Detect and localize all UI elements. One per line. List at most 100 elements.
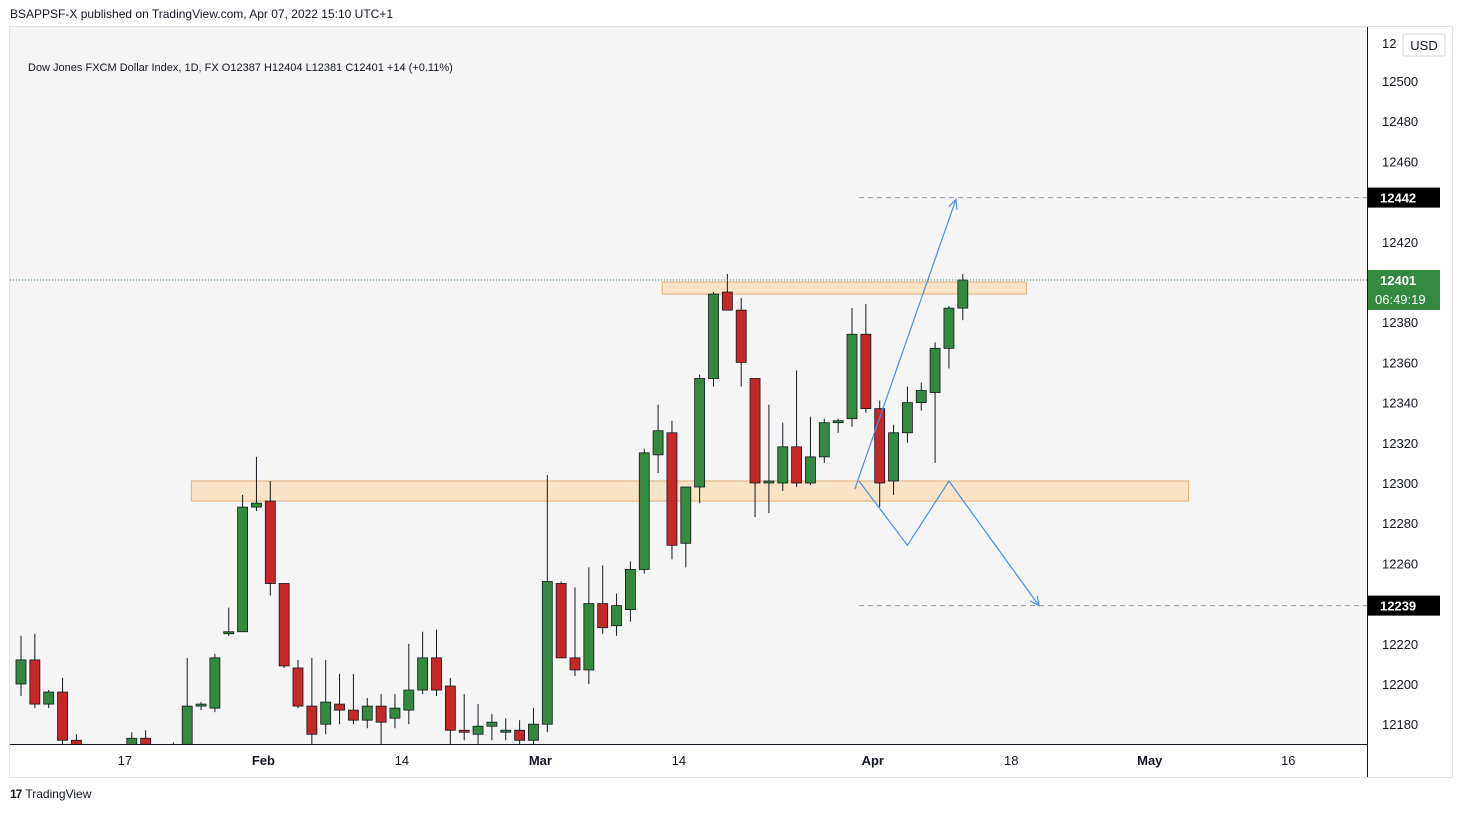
candle-body xyxy=(652,430,664,456)
candle-body xyxy=(514,729,526,741)
candle-body xyxy=(625,569,636,611)
candle-body xyxy=(611,605,622,627)
candle-body xyxy=(361,705,373,721)
candle xyxy=(943,306,955,369)
candle xyxy=(486,714,498,741)
candle-body xyxy=(735,309,747,363)
candle xyxy=(195,702,207,711)
x-tick-label: 14 xyxy=(672,753,686,768)
candle-body xyxy=(347,709,359,721)
candle-body xyxy=(915,390,927,404)
zone-rect-0 xyxy=(661,281,1028,295)
candle xyxy=(611,593,622,636)
candle xyxy=(15,635,27,697)
candle xyxy=(638,448,650,574)
candle-body xyxy=(832,420,844,424)
x-tick-label: 16 xyxy=(1281,753,1295,768)
candle xyxy=(57,677,68,744)
candle-body xyxy=(278,583,290,667)
candle-body xyxy=(597,603,609,629)
candle xyxy=(597,565,609,634)
projection-down-arrow-arrowhead xyxy=(1029,595,1040,607)
price-chart[interactable]: 12500 12480 12460 12420 12380 12360 12340 12320… xyxy=(10,27,1452,777)
price-labels-layer: 12442 12239 12401 06:49:19 xyxy=(1368,187,1440,616)
candle-body xyxy=(902,402,913,434)
candle xyxy=(569,587,581,676)
candle xyxy=(818,418,830,463)
candle-body xyxy=(680,486,692,544)
candle xyxy=(29,633,41,709)
candle xyxy=(251,456,262,512)
candle-body xyxy=(99,750,109,754)
candle-body xyxy=(791,446,802,484)
candle xyxy=(832,418,844,433)
y-tick-label: 12180 xyxy=(1382,717,1418,732)
candle xyxy=(458,694,470,741)
y-tick-label: 12500 xyxy=(1382,74,1418,89)
candle-body xyxy=(763,480,775,484)
candle-body xyxy=(638,452,650,570)
candle-body xyxy=(929,347,941,393)
candle-body xyxy=(126,737,138,744)
candle-body xyxy=(708,293,719,379)
candle-body xyxy=(500,729,512,733)
chart-frame[interactable]: 12500 12480 12460 12420 12380 12360 12340 12320… xyxy=(9,26,1453,778)
currency-button[interactable]: USD xyxy=(1402,33,1446,57)
candle-body xyxy=(15,659,27,685)
candle-body xyxy=(749,378,761,484)
y-tick-label: 12220 xyxy=(1382,637,1418,652)
x-tick-label: Mar xyxy=(529,753,552,768)
candle-body xyxy=(334,703,345,711)
time-axis[interactable]: 17 Feb 14 Mar 14 Apr 18 May 16 xyxy=(118,753,1296,768)
candle xyxy=(292,659,304,709)
candle-body xyxy=(140,737,152,744)
candle xyxy=(888,424,899,496)
y-tick-label: 12300 xyxy=(1382,476,1418,491)
candle xyxy=(625,561,636,622)
candle xyxy=(223,607,235,636)
candle xyxy=(361,698,373,729)
plot-background xyxy=(10,27,1367,744)
price-axis[interactable]: 12500 12480 12460 12420 12380 12360 12340 12320… xyxy=(1382,36,1418,732)
candle-body xyxy=(777,446,789,484)
y-tick-label: 12340 xyxy=(1382,396,1418,411)
x-tick-label: May xyxy=(1137,753,1163,768)
candle xyxy=(583,567,595,684)
candle-body xyxy=(403,689,415,711)
candle xyxy=(500,718,512,741)
projection-up-arrow-arrowhead xyxy=(948,198,958,210)
candle-body xyxy=(486,721,498,727)
target-high-label-bg xyxy=(1368,187,1440,208)
candle xyxy=(915,382,927,411)
candle xyxy=(666,420,678,560)
y-tick-label: 12480 xyxy=(1382,114,1418,129)
candle xyxy=(777,422,789,492)
candle-body xyxy=(528,723,539,741)
candle-body xyxy=(583,603,595,671)
candle-body xyxy=(223,631,235,635)
candle xyxy=(791,370,802,488)
candle-body xyxy=(195,703,207,707)
candle xyxy=(417,631,429,695)
candle xyxy=(264,480,276,596)
candle-body xyxy=(320,701,332,725)
y-tick-label: 12320 xyxy=(1382,436,1418,451)
footer: 17 TradingView xyxy=(10,787,91,801)
candle-body xyxy=(846,333,858,420)
projection-down-arrow xyxy=(858,479,1040,606)
y-tick-label: 12360 xyxy=(1382,355,1418,370)
candle xyxy=(694,374,706,504)
candle-body xyxy=(694,378,706,488)
x-tick-label: 14 xyxy=(395,753,409,768)
candle xyxy=(860,304,872,413)
candle-body xyxy=(57,691,68,741)
x-tick-label: 18 xyxy=(1004,753,1018,768)
currency-label: USD xyxy=(1410,38,1437,53)
annotation-layer xyxy=(10,197,1367,607)
candle-body xyxy=(472,725,484,735)
candle xyxy=(99,744,109,764)
candle-body xyxy=(943,307,955,349)
candle-body xyxy=(431,657,442,691)
candle xyxy=(846,308,858,427)
candle xyxy=(902,386,913,443)
